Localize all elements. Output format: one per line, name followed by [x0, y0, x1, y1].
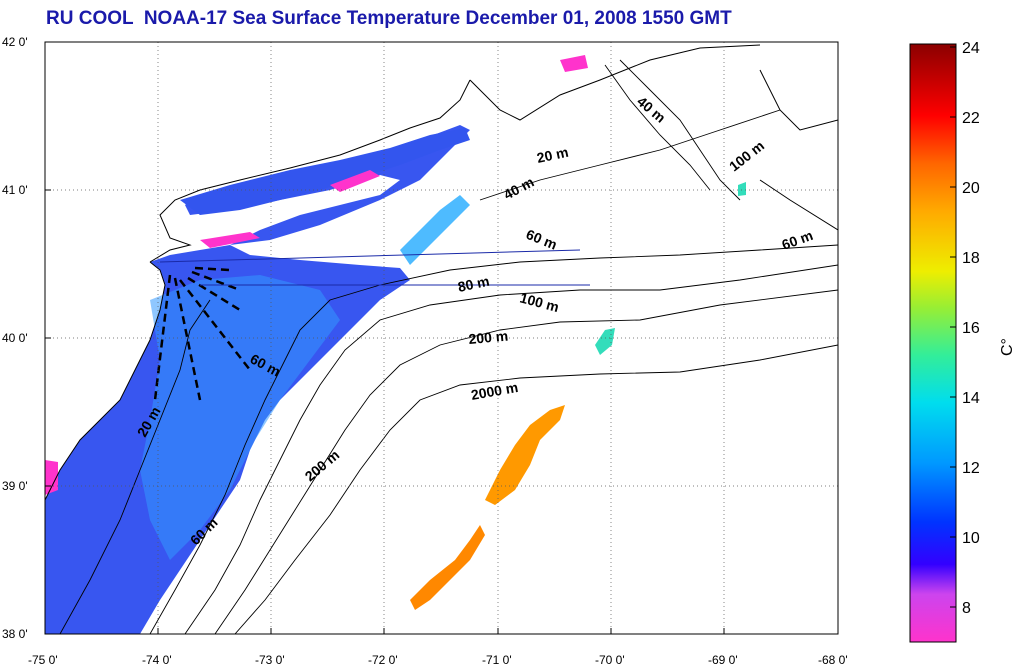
y-tick-label: 38 0' [2, 627, 28, 641]
colorbar-unit-label: C° [999, 338, 1016, 356]
sound-water-sst [180, 128, 470, 215]
colorbar-tick-label: 16 [962, 320, 980, 337]
colorbar-tick-label: 18 [962, 250, 980, 267]
y-tick-label: 39 0' [2, 479, 28, 493]
x-tick-label: -68 0' [818, 653, 848, 667]
x-tick-label: -75 0' [28, 653, 58, 667]
warm-eddy-sst [485, 405, 565, 505]
colorbar-tick-label: 22 [962, 110, 980, 127]
x-tick-label: -70 0' [595, 653, 625, 667]
y-tick-label: 40 0' [2, 331, 28, 345]
colorbar-tick-label: 14 [962, 390, 980, 407]
bathymetry-contours [59, 59, 838, 634]
colorbar-tick-label: 12 [962, 460, 980, 477]
colorbar-tick-label: 10 [962, 530, 980, 547]
x-tick-label: -71 0' [482, 653, 512, 667]
colorbar-gradient [909, 43, 957, 643]
y-tick-labels: 42 0' 41 0' 40 0' 39 0' 38 0' [2, 35, 28, 641]
contour-label: 200 m [468, 328, 509, 347]
warm-filament-sst [410, 525, 485, 610]
lat-lon-grid [45, 42, 838, 634]
contour-label: 20 m [535, 144, 570, 166]
x-tick-label: -74 0' [142, 653, 172, 667]
transect-lines [153, 266, 251, 401]
colorbar: 24 22 20 18 16 14 12 10 8 C° [909, 40, 1016, 643]
x-tick-label: -73 0' [255, 653, 285, 667]
green-pixels-sst [595, 182, 746, 355]
y-tick-label: 42 0' [2, 35, 28, 49]
colorbar-tick-label: 24 [962, 40, 980, 57]
coastline [45, 44, 838, 501]
y-tick-label: 41 0' [2, 183, 28, 197]
contour-label: 80 m [456, 273, 491, 295]
blue-tracklines [159, 249, 590, 286]
x-tick-labels: -75 0' -74 0' -73 0' -72 0' -71 0' -70 0… [28, 653, 848, 667]
colorbar-tick-label: 8 [962, 600, 971, 617]
slope-water-cyan [400, 195, 470, 265]
colorbar-tick-label: 20 [962, 180, 980, 197]
x-tick-label: -69 0' [708, 653, 738, 667]
axis-ticks [44, 41, 839, 635]
map-area [45, 42, 838, 634]
map-title: RU COOL NOAA-17 Sea Surface Temperature … [46, 8, 732, 29]
x-tick-label: -72 0' [368, 653, 398, 667]
